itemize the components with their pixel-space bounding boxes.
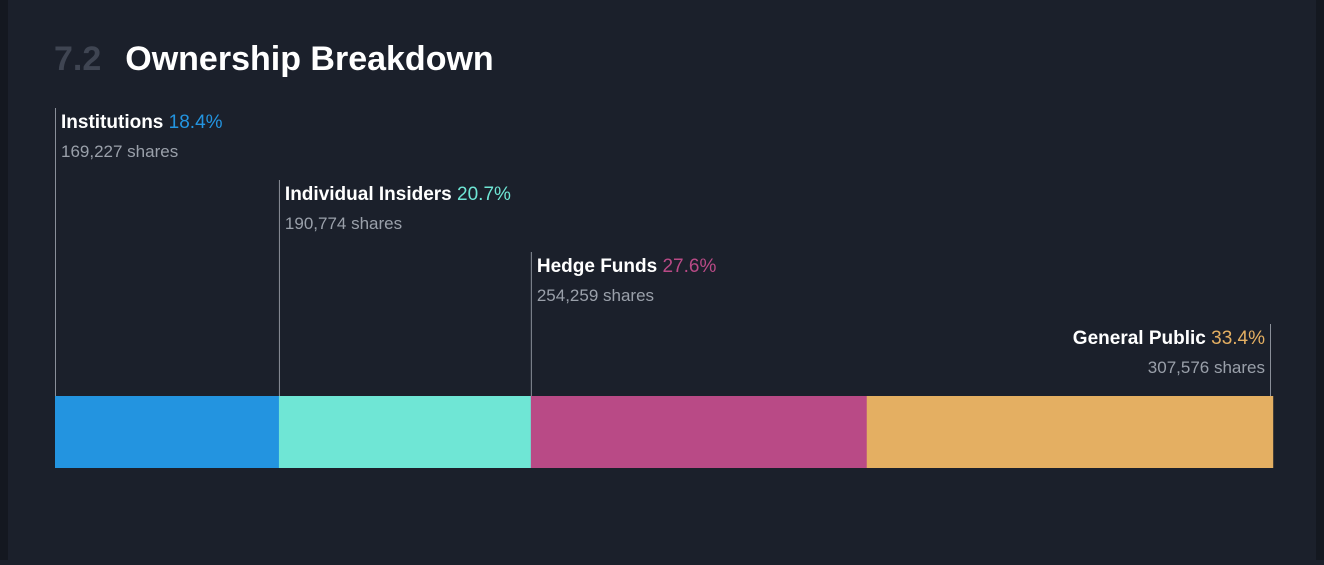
segment-label-hedge-funds: Hedge Funds 27.6% 254,259 shares — [537, 256, 717, 306]
segment-name: Individual Insiders — [284, 184, 452, 205]
segment-label-general-public: General Public 33.4% 307,576 shares — [1073, 328, 1265, 378]
bar-segment-institutions[interactable] — [55, 396, 280, 468]
segment-shares: 169,227 shares — [61, 142, 179, 161]
section-title: Ownership Breakdown — [125, 40, 494, 78]
segment-title: Institutions 18.4% — [61, 112, 223, 134]
left-edge-strip — [0, 0, 8, 560]
segment-percent: 33.4% — [1211, 328, 1265, 349]
segment-name: Institutions — [61, 112, 164, 133]
segment-percent: 18.4% — [168, 112, 223, 133]
bar-segment-hedge-funds[interactable] — [530, 396, 868, 468]
segment-name: Hedge Funds — [536, 256, 658, 277]
segment-title: Hedge Funds 27.6% — [537, 256, 717, 278]
segment-label-institutions: Institutions 18.4% 169,227 shares — [61, 112, 223, 162]
segment-name: General Public — [1072, 328, 1206, 349]
segment-shares: 254,259 shares — [536, 286, 655, 305]
segment-title: General Public 33.4% — [1073, 328, 1265, 350]
segment-percent: 27.6% — [662, 256, 717, 277]
bar-segment-general-public[interactable] — [866, 396, 1274, 468]
section-number: 7.2 — [54, 40, 102, 78]
segment-title: Individual Insiders 20.7% — [285, 184, 511, 206]
right-edge-strip — [1316, 0, 1324, 560]
bar-segment-individual-insiders[interactable] — [278, 396, 532, 468]
section-header: 7.2 Ownership Breakdown — [54, 40, 494, 79]
segment-shares: 307,576 shares — [1147, 358, 1265, 377]
segment-percent: 20.7% — [457, 184, 511, 205]
segment-label-individual-insiders: Individual Insiders 20.7% 190,774 shares — [285, 184, 511, 234]
segment-shares: 190,774 shares — [284, 214, 403, 233]
